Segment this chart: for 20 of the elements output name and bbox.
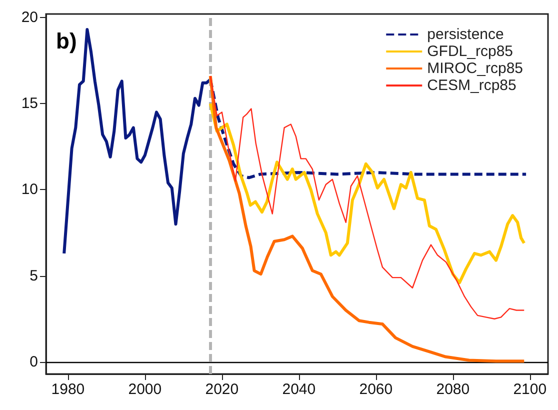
x-tick-label: 2100: [513, 381, 547, 398]
line-series: [208, 102, 526, 284]
x-tick-label: 1980: [51, 381, 85, 398]
y-tick-label: 5: [30, 267, 38, 284]
x-tick-label: 2040: [282, 381, 316, 398]
x-tick-label: 2020: [205, 381, 239, 398]
y-tick-label: 10: [21, 181, 38, 198]
legend-label: persistence: [427, 26, 504, 43]
y-tick-label: 0: [30, 353, 38, 370]
y-tick-label: 15: [21, 95, 38, 112]
legend-label: MIROC_rcp85: [427, 60, 523, 77]
line-series: [210, 75, 525, 320]
annotation: b): [56, 28, 77, 54]
x-tick-label: 2060: [359, 381, 393, 398]
x-tick-label: 2080: [436, 381, 470, 398]
legend-label: GFDL_rcp85: [427, 43, 514, 60]
legend-label: CESM_rcp85: [427, 77, 516, 94]
y-tick-label: 20: [21, 8, 38, 26]
line-series: [208, 74, 526, 363]
x-tick-label: 2000: [128, 381, 162, 398]
